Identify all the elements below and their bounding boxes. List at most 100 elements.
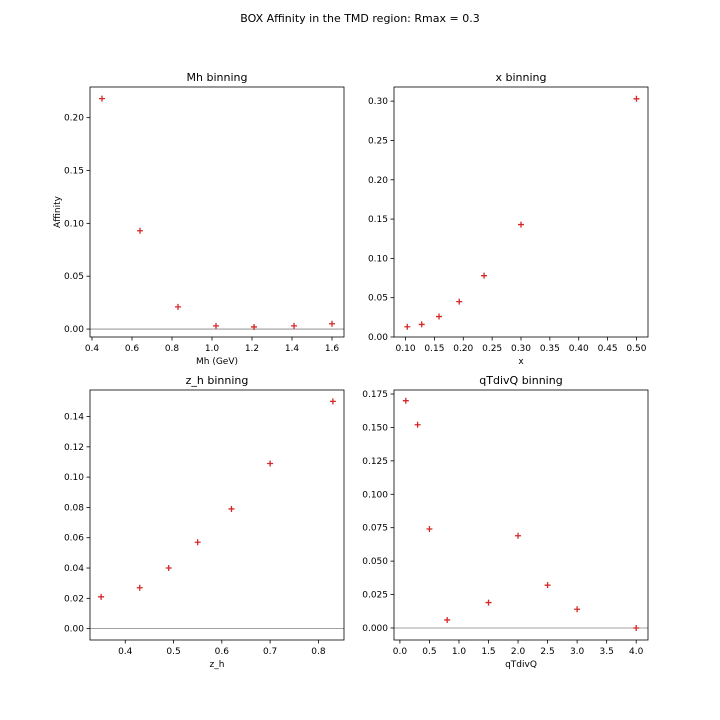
- data-point: [98, 593, 105, 600]
- y-tick-label: 0.100: [362, 490, 388, 500]
- x-tick-label: 1.0: [205, 344, 220, 354]
- data-point: [291, 322, 297, 329]
- y-tick-label: 0.15: [368, 215, 388, 225]
- data-point: [165, 565, 172, 572]
- data-point: [418, 321, 425, 328]
- x-tick-label: 3.5: [599, 647, 613, 657]
- data-point: [175, 303, 181, 310]
- y-tick-label: 0.02: [64, 594, 84, 604]
- data-point: [485, 599, 492, 606]
- data-point: [518, 221, 524, 228]
- data-point: [329, 398, 336, 405]
- x-tick-label: 0.4: [85, 344, 100, 354]
- x-tick-label: 3.0: [570, 647, 585, 657]
- data-point: [574, 606, 581, 613]
- subplot-x: x binning 0.10 0.15 0.20 0.25 0.30 0.35 0.40 0.4…: [368, 71, 649, 367]
- x-tick-label: 1.2: [245, 344, 259, 354]
- y-tick-label: 0.10: [368, 254, 388, 264]
- x-tick-label: 1.6: [325, 344, 340, 354]
- data-point: [228, 505, 235, 512]
- x-axis-label: Mh (GeV): [196, 357, 238, 367]
- x-tick-label: 1.5: [481, 647, 495, 657]
- y-tick-label: 0.14: [64, 413, 84, 423]
- data-point: [414, 421, 421, 428]
- data-point: [267, 460, 274, 467]
- data-point: [426, 526, 433, 533]
- x-tick-label: 0.0: [393, 647, 408, 657]
- x-axis-label: qTdivQ: [505, 660, 537, 670]
- y-tick-label: 0.10: [64, 473, 84, 483]
- x-tick-label: 0.20: [453, 344, 473, 354]
- x-tick-label: 0.45: [598, 344, 618, 354]
- subplot-mh: Mh binning 0.4 0.6 0.8 1.0 1.2 1.4 1.6 0.00 0.05 0…: [53, 71, 345, 367]
- data-point: [136, 584, 143, 591]
- x-tick-label: 0.5: [166, 647, 180, 657]
- data-point: [194, 539, 201, 546]
- x-tick-label: 0.8: [311, 647, 326, 657]
- subplot-qtdivq: qTdivQ binning 0.0 0.5 1.0 1.5 2.0 2.5 3.0 3.5 4.…: [362, 374, 649, 670]
- x-tick-label: 0.50: [626, 344, 646, 354]
- y-tick-label: 0.175: [362, 390, 388, 400]
- x-tick-label: 0.35: [540, 344, 560, 354]
- x-tick-label: 0.15: [424, 344, 444, 354]
- data-point: [436, 313, 443, 320]
- x-tick-label: 2.0: [511, 647, 526, 657]
- x-axis-label: z_h: [210, 660, 225, 670]
- y-tick-label: 0.10: [64, 219, 84, 229]
- y-tick-label: 0.075: [362, 524, 388, 534]
- y-tick-label: 0.00: [368, 333, 388, 343]
- x-tick-label: 0.5: [422, 647, 436, 657]
- subplot-zh: z_h binning 0.4 0.5 0.6 0.7 0.8 0.00 0.02 0.04 0.…: [64, 374, 345, 670]
- data-point: [137, 227, 143, 234]
- y-tick-label: 0.025: [362, 591, 388, 601]
- data-point: [456, 298, 463, 305]
- y-tick-label: 0.125: [362, 457, 388, 467]
- y-tick-label: 0.06: [64, 534, 84, 544]
- x-tick-label: 2.5: [540, 647, 554, 657]
- data-point: [402, 397, 409, 404]
- y-tick-label: 0.20: [368, 176, 388, 186]
- y-tick-label: 0.150: [362, 423, 388, 433]
- data-point: [404, 323, 411, 330]
- data-point: [481, 272, 488, 279]
- x-tick-label: 0.30: [511, 344, 531, 354]
- y-tick-label: 0.08: [64, 503, 84, 513]
- axes-frame: [393, 389, 649, 641]
- data-point: [329, 320, 335, 327]
- x-tick-label: 0.40: [569, 344, 589, 354]
- x-tick-label: 0.25: [482, 344, 502, 354]
- data-point: [99, 95, 105, 102]
- y-tick-label: 0.04: [64, 564, 84, 574]
- subplot-title: z_h binning: [186, 374, 249, 387]
- figure-title: BOX Affinity in the TMD region: Rmax = 0…: [240, 12, 479, 25]
- data-point: [515, 532, 522, 539]
- y-tick-label: 0.050: [362, 557, 388, 567]
- y-tick-label: 0.30: [368, 97, 388, 107]
- y-tick-label: 0.00: [64, 625, 84, 635]
- x-axis-label: x: [518, 357, 524, 367]
- x-tick-label: 1.0: [452, 647, 467, 657]
- data-point: [251, 323, 257, 330]
- x-tick-label: 0.6: [125, 344, 140, 354]
- y-tick-label: 0.05: [64, 272, 84, 282]
- x-tick-label: 4.0: [629, 647, 644, 657]
- x-tick-label: 0.10: [396, 344, 416, 354]
- y-tick-label: 0.05: [368, 294, 388, 304]
- y-tick-label: 0.25: [368, 136, 388, 146]
- y-axis-label: Affinity: [53, 195, 63, 228]
- data-point: [544, 582, 551, 589]
- x-tick-label: 0.6: [215, 647, 230, 657]
- axes-frame: [89, 389, 345, 641]
- y-tick-label: 0.15: [64, 167, 84, 177]
- x-tick-label: 0.4: [118, 647, 133, 657]
- subplot-title: Mh binning: [187, 71, 248, 84]
- data-point: [633, 624, 640, 631]
- subplot-title: x binning: [496, 71, 547, 84]
- y-tick-label: 0.00: [64, 325, 84, 335]
- data-point: [633, 95, 640, 102]
- x-tick-label: 0.7: [263, 647, 277, 657]
- x-tick-label: 1.4: [285, 344, 300, 354]
